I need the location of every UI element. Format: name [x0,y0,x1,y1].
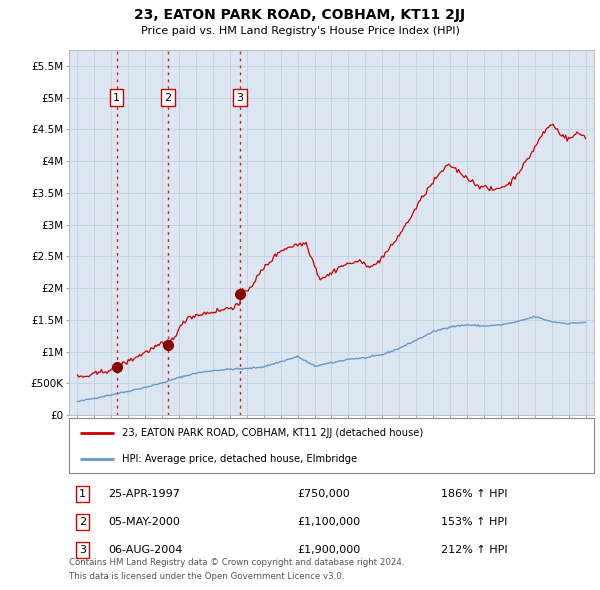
Text: 23, EATON PARK ROAD, COBHAM, KT11 2JJ (detached house): 23, EATON PARK ROAD, COBHAM, KT11 2JJ (d… [121,428,423,438]
Text: 3: 3 [236,93,244,103]
Text: 153% ↑ HPI: 153% ↑ HPI [441,517,508,527]
Text: Contains HM Land Registry data © Crown copyright and database right 2024.: Contains HM Land Registry data © Crown c… [69,558,404,567]
Text: 2: 2 [164,93,172,103]
Text: This data is licensed under the Open Government Licence v3.0.: This data is licensed under the Open Gov… [69,572,344,581]
Text: Price paid vs. HM Land Registry's House Price Index (HPI): Price paid vs. HM Land Registry's House … [140,26,460,36]
Text: 1: 1 [113,93,120,103]
Text: 2: 2 [79,517,86,527]
Text: 05-MAY-2000: 05-MAY-2000 [108,517,180,527]
Text: 1: 1 [79,489,86,499]
Text: 186% ↑ HPI: 186% ↑ HPI [441,489,508,499]
Text: 25-APR-1997: 25-APR-1997 [108,489,180,499]
Text: 06-AUG-2004: 06-AUG-2004 [108,545,182,555]
Text: 23, EATON PARK ROAD, COBHAM, KT11 2JJ: 23, EATON PARK ROAD, COBHAM, KT11 2JJ [134,8,466,22]
Text: HPI: Average price, detached house, Elmbridge: HPI: Average price, detached house, Elmb… [121,454,357,464]
Text: 3: 3 [79,545,86,555]
Text: £750,000: £750,000 [297,489,350,499]
Text: £1,100,000: £1,100,000 [297,517,360,527]
Text: £1,900,000: £1,900,000 [297,545,360,555]
Text: 212% ↑ HPI: 212% ↑ HPI [441,545,508,555]
